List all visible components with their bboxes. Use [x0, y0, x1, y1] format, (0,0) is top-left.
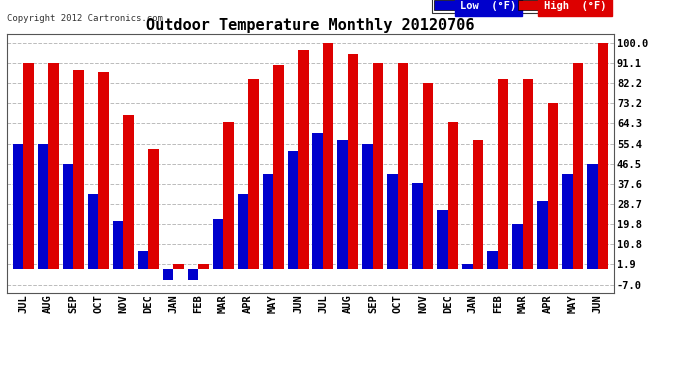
Bar — [38, 144, 48, 269]
Bar — [23, 63, 34, 269]
Bar — [323, 43, 333, 269]
Bar — [262, 174, 273, 269]
Bar — [163, 269, 173, 280]
Bar — [137, 251, 148, 269]
Bar — [63, 164, 73, 269]
Bar — [437, 210, 448, 269]
Bar — [362, 144, 373, 269]
Bar — [188, 269, 198, 280]
Bar — [388, 174, 398, 269]
Bar — [12, 144, 23, 269]
Bar — [213, 219, 223, 269]
Text: Copyright 2012 Cartronics.com: Copyright 2012 Cartronics.com — [7, 14, 163, 23]
Bar — [112, 221, 123, 269]
Legend: Low  (°F), High  (°F): Low (°F), High (°F) — [432, 0, 609, 13]
Bar — [448, 122, 458, 269]
Bar — [487, 251, 498, 269]
Bar — [313, 133, 323, 269]
Bar — [48, 63, 59, 269]
Bar — [573, 63, 583, 269]
Bar — [198, 264, 208, 269]
Bar — [73, 70, 83, 269]
Bar — [337, 140, 348, 269]
Bar — [248, 79, 259, 269]
Bar — [598, 43, 609, 269]
Bar — [462, 264, 473, 269]
Bar — [398, 63, 408, 269]
Bar — [273, 65, 284, 269]
Bar — [538, 201, 548, 269]
Bar — [298, 50, 308, 269]
Bar — [148, 149, 159, 269]
Bar — [237, 194, 248, 269]
Bar — [513, 224, 523, 269]
Title: Outdoor Temperature Monthly 20120706: Outdoor Temperature Monthly 20120706 — [146, 18, 475, 33]
Bar — [548, 104, 558, 269]
Bar — [562, 174, 573, 269]
Bar — [498, 79, 509, 269]
Bar — [348, 54, 359, 269]
Bar — [523, 79, 533, 269]
Bar — [288, 151, 298, 269]
Bar — [123, 115, 134, 269]
Bar — [88, 194, 98, 269]
Bar — [413, 183, 423, 269]
Bar — [223, 122, 233, 269]
Bar — [423, 83, 433, 269]
Bar — [473, 140, 484, 269]
Bar — [173, 264, 184, 269]
Bar — [587, 164, 598, 269]
Bar — [373, 63, 384, 269]
Bar — [98, 72, 108, 269]
